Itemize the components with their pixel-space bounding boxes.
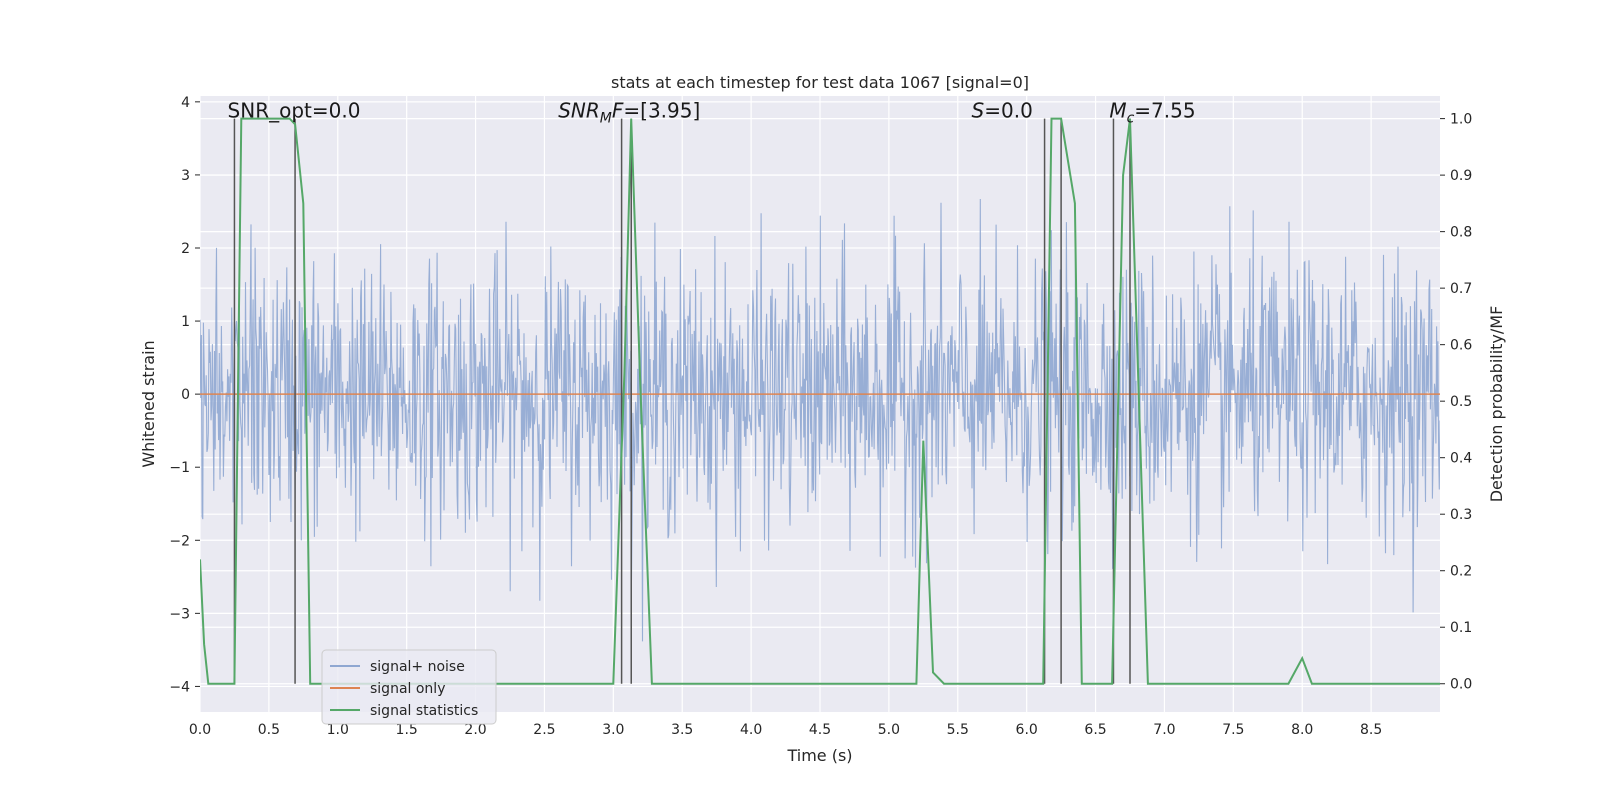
y-axis-title-right: Detection probability/MF	[1487, 306, 1506, 503]
annotation: Mc=7.55	[1109, 99, 1195, 127]
legend-label: signal statistics	[370, 703, 478, 719]
y-tick-label-left: 1	[181, 314, 190, 330]
plot-area	[200, 117, 1440, 685]
x-tick-label: 6.5	[1084, 722, 1106, 738]
y-tick-label-right: 0.7	[1450, 281, 1472, 297]
annotation: S=0.0	[972, 99, 1033, 123]
y-tick-label-right: 0.5	[1450, 394, 1472, 410]
y-tick-label-left: −1	[169, 460, 190, 476]
legend-label: signal+ noise	[370, 659, 465, 675]
x-tick-label: 1.0	[327, 722, 349, 738]
x-tick-label: 3.0	[602, 722, 624, 738]
x-tick-label: 6.0	[1016, 722, 1038, 738]
x-tick-label: 7.5	[1222, 722, 1244, 738]
series-signal-statistics	[200, 117, 1440, 685]
y-tick-label-right: 0.2	[1450, 564, 1472, 580]
x-tick-label: 0.0	[189, 722, 211, 738]
x-tick-label: 1.5	[396, 722, 418, 738]
x-tick-label: 3.5	[671, 722, 693, 738]
chart-title: stats at each timestep for test data 106…	[611, 73, 1029, 92]
y-axis-ticks-left: 4 3 2 1 0 −1 −2 −3 −4	[169, 95, 200, 695]
x-tick-label: 8.0	[1291, 722, 1313, 738]
x-tick-label: 4.5	[809, 722, 831, 738]
y-tick-label-right: 0.8	[1450, 225, 1472, 241]
legend-label: signal only	[370, 681, 445, 697]
y-tick-label-right: 0.0	[1450, 677, 1472, 693]
x-tick-label: 2.5	[533, 722, 555, 738]
x-tick-label: 5.0	[878, 722, 900, 738]
x-axis-title: Time (s)	[786, 746, 852, 765]
y-tick-label-right: 0.3	[1450, 507, 1472, 523]
x-tick-label: 7.0	[1153, 722, 1175, 738]
legend-box	[321, 649, 497, 725]
x-tick-label: 4.0	[740, 722, 762, 738]
y-tick-label-right: 0.9	[1450, 168, 1472, 184]
legend: signal+ noise signal only signal statistic…	[321, 649, 497, 725]
y-tick-label-left: −3	[169, 606, 190, 622]
y-tick-label-left: 0	[181, 387, 190, 403]
x-tick-label: 8.5	[1360, 722, 1382, 738]
x-tick-label: 5.5	[947, 722, 969, 738]
y-tick-label-left: −4	[169, 679, 190, 695]
y-tick-label-right: 0.1	[1450, 620, 1472, 636]
series-signal-noise	[200, 198, 1440, 642]
annotations: SNR_opt=0.0 SNRMF=[3.95] S=0.0 Mc=7.55	[228, 99, 1196, 127]
y-tick-label-right: 0.4	[1450, 451, 1472, 467]
x-tick-label: 0.5	[258, 722, 280, 738]
y-tick-label-left: −2	[169, 533, 190, 549]
x-axis-ticks: 0.0 0.5 1.0 1.5 2.0 2.5 3.0 3.5 4.0 4.5 5.0 5.5 6.0 6…	[189, 722, 1382, 738]
x-tick-label: 2.0	[464, 722, 486, 738]
y-axis-ticks-right: 1.0 0.9 0.8 0.7 0.6 0.5 0.4 0.3 0.2 0.1 0.0	[1440, 112, 1472, 693]
y-tick-label-left: 4	[181, 95, 190, 111]
y-tick-label-right: 1.0	[1450, 112, 1472, 128]
y-tick-label-left: 3	[181, 168, 190, 184]
y-tick-label-left: 2	[181, 241, 190, 257]
annotation: SNRMF=[3.95]	[558, 99, 700, 127]
annotation: SNR_opt=0.0	[228, 99, 361, 123]
y-tick-label-right: 0.6	[1450, 338, 1472, 354]
y-axis-title-left: Whitened strain	[139, 340, 158, 467]
